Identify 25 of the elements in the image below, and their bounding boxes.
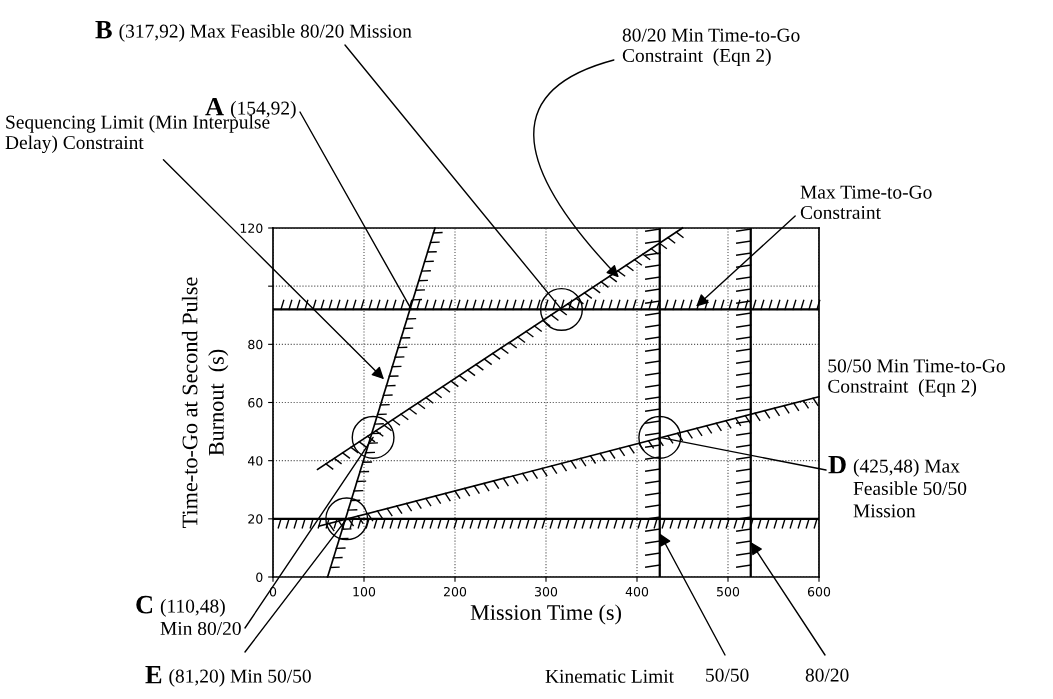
text: Kinematic Limit <box>545 669 674 683</box>
y-tick-label: 20 <box>248 514 263 524</box>
x-tick-label: 500 <box>717 586 740 597</box>
x-tick-label: 300 <box>535 586 558 597</box>
y-tick-label: 0 <box>256 572 263 582</box>
x-tick-label: 600 <box>807 586 831 597</box>
y-tick-label: 40 <box>247 456 263 466</box>
ref-line-label: Max Time-to-Go Constraint <box>800 185 932 220</box>
y-tick-label: 120 <box>240 223 263 233</box>
x-tick-label: 0 <box>269 586 277 597</box>
annotation: D (425,48) Max Feasible 50/50 Mission <box>828 456 967 518</box>
x-axis-title: Mission Time (s) <box>470 604 621 625</box>
y-tick-label: 60 <box>248 397 263 408</box>
annotation: B (317,92) Max Feasible 80/20 Mission <box>95 21 412 42</box>
annotation: E (81,20) Min 50/50 <box>145 666 311 687</box>
y-axis-title: Time-to-Go at Second Pulse Burnout (s) <box>181 277 229 528</box>
x-tick-label: 400 <box>625 586 649 597</box>
y-tick-label: 80 <box>248 339 263 350</box>
text: 80/20 Min Time-to-Go Constraint (Eqn 2) <box>622 28 800 66</box>
series-label: 50/50 Min Time-to-Go Constraint (Eqn 2) <box>828 359 1005 397</box>
annotation: 50/50 <box>706 668 749 682</box>
x-tick-label: 200 <box>443 586 467 597</box>
annotation: 80/20 <box>805 668 849 682</box>
annotation: C (110,48) Min 80/20 <box>136 595 241 636</box>
x-tick-label: 100 <box>353 586 376 597</box>
